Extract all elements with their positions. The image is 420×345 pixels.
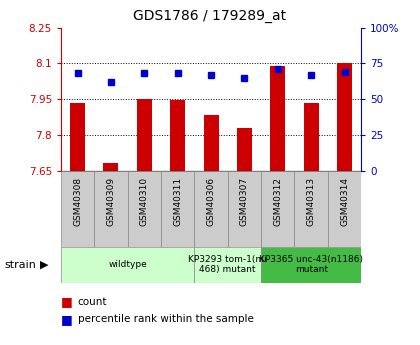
Bar bbox=[61, 171, 94, 247]
Bar bbox=[337, 63, 352, 171]
Text: KP3365 unc-43(n1186)
mutant: KP3365 unc-43(n1186) mutant bbox=[259, 255, 363, 275]
Text: wildtype: wildtype bbox=[108, 260, 147, 269]
Text: GSM40309: GSM40309 bbox=[106, 177, 116, 226]
Text: GDS1786 / 179289_at: GDS1786 / 179289_at bbox=[134, 9, 286, 23]
Text: GSM40306: GSM40306 bbox=[207, 177, 215, 226]
Bar bbox=[94, 171, 128, 247]
Text: strain: strain bbox=[4, 260, 36, 270]
Text: ■: ■ bbox=[61, 313, 73, 326]
Text: GSM40307: GSM40307 bbox=[240, 177, 249, 226]
Bar bbox=[170, 100, 185, 171]
Bar bbox=[137, 99, 152, 171]
Text: GSM40310: GSM40310 bbox=[140, 177, 149, 226]
Text: GSM40312: GSM40312 bbox=[273, 177, 282, 226]
Bar bbox=[304, 104, 319, 171]
Bar bbox=[204, 116, 218, 171]
Bar bbox=[294, 171, 328, 247]
Bar bbox=[228, 171, 261, 247]
Bar bbox=[61, 247, 194, 283]
Text: GSM40313: GSM40313 bbox=[307, 177, 316, 226]
Bar bbox=[161, 171, 194, 247]
Bar bbox=[194, 171, 228, 247]
Text: GSM40314: GSM40314 bbox=[340, 177, 349, 226]
Bar bbox=[237, 128, 252, 171]
Bar bbox=[328, 171, 361, 247]
Text: GSM40308: GSM40308 bbox=[73, 177, 82, 226]
Text: ■: ■ bbox=[61, 295, 73, 308]
Bar bbox=[194, 247, 261, 283]
Text: ▶: ▶ bbox=[40, 260, 48, 270]
Text: count: count bbox=[78, 297, 107, 307]
Text: GSM40311: GSM40311 bbox=[173, 177, 182, 226]
Bar bbox=[261, 247, 361, 283]
Text: KP3293 tom-1(nu
468) mutant: KP3293 tom-1(nu 468) mutant bbox=[188, 255, 267, 275]
Bar bbox=[103, 163, 118, 171]
Bar bbox=[128, 171, 161, 247]
Bar bbox=[70, 104, 85, 171]
Text: percentile rank within the sample: percentile rank within the sample bbox=[78, 314, 254, 324]
Bar bbox=[261, 171, 294, 247]
Bar bbox=[270, 66, 285, 171]
